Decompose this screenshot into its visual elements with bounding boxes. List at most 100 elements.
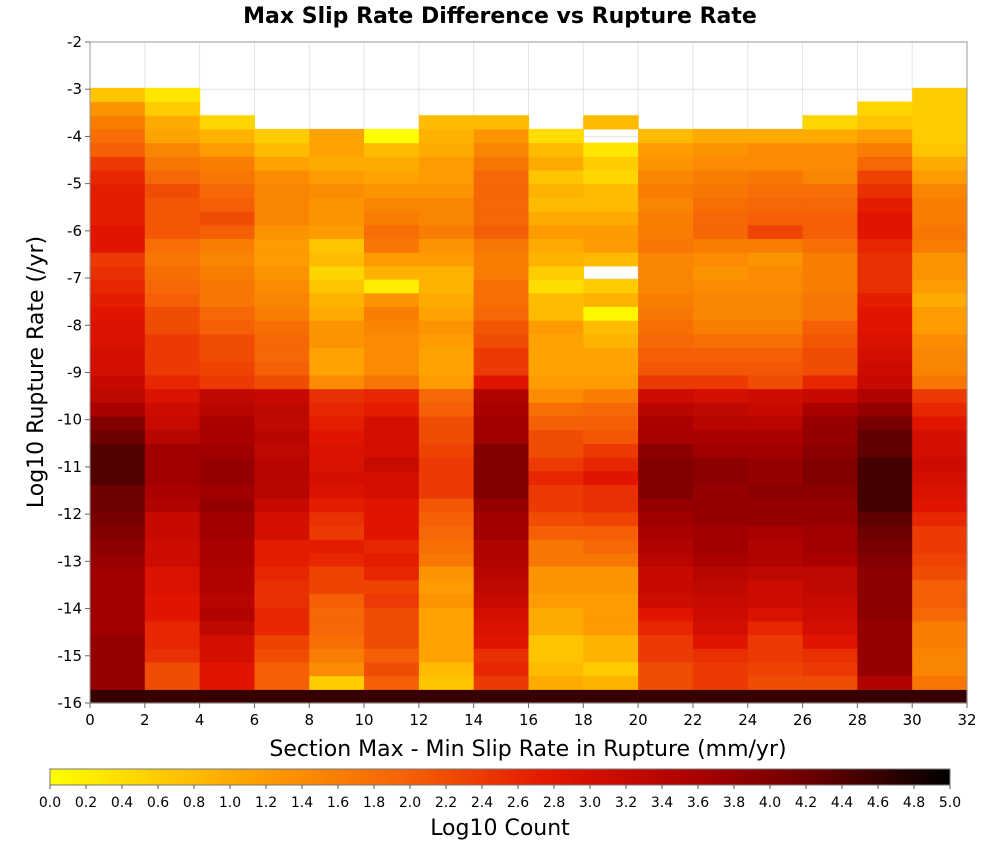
heatmap-cell [254, 634, 310, 649]
heatmap-cell [90, 156, 146, 171]
heatmap-cell [692, 415, 749, 431]
heatmap-cell [857, 661, 913, 677]
heatmap-cell [254, 279, 310, 294]
heatmap-cell [638, 593, 694, 608]
heatmap-cell [144, 197, 201, 212]
heatmap-cell [912, 320, 968, 335]
heatmap-cell [309, 197, 365, 212]
heatmap-cell [144, 620, 201, 636]
heatmap-cell [912, 402, 968, 417]
heatmap-cell [144, 183, 201, 198]
heatmap-cell [802, 415, 858, 431]
x-tick-label: 28 [848, 711, 867, 729]
heatmap-cell [912, 265, 968, 280]
heatmap-cell [199, 156, 256, 171]
heatmap-cell [199, 648, 256, 663]
heatmap-cell [747, 593, 804, 608]
heatmap-cell [199, 388, 256, 403]
heatmap-cell [364, 142, 420, 157]
heatmap-cell [144, 457, 201, 472]
heatmap-cell [912, 429, 968, 444]
heatmap-cell [418, 197, 475, 212]
heatmap-cell [473, 128, 530, 144]
y-tick-label: -5 [67, 175, 82, 193]
heatmap-cell [802, 156, 858, 171]
heatmap-cell [364, 374, 420, 390]
colorbar-tick-label: 2.2 [435, 795, 457, 811]
heatmap-cell [857, 648, 913, 663]
heatmap-cell [747, 661, 804, 677]
colorbar-tick-label: 4.0 [759, 795, 781, 811]
heatmap-cell [418, 539, 475, 554]
heatmap-cell [254, 661, 310, 677]
colorbar-tick-label: 1.4 [291, 795, 313, 811]
heatmap-cell [528, 593, 584, 608]
heatmap-cell [583, 661, 639, 677]
heatmap-cell [857, 525, 913, 540]
heatmap-cell [254, 415, 310, 431]
heatmap-cell [90, 265, 146, 280]
heatmap-cell [418, 388, 475, 403]
heatmap-cell [912, 306, 968, 321]
heatmap-cell [912, 607, 968, 622]
heatmap-cell [583, 579, 639, 595]
heatmap-cell [90, 169, 146, 185]
heatmap-cell [254, 648, 310, 663]
heatmap-cell [692, 566, 749, 581]
heatmap-cell [583, 620, 639, 636]
heatmap-cell [912, 115, 968, 130]
heatmap-cell [309, 169, 365, 185]
heatmap-cell [364, 525, 420, 540]
heatmap-cell [692, 156, 749, 171]
heatmap-cell [583, 484, 639, 499]
heatmap-cell [364, 306, 420, 321]
heatmap-cell [199, 279, 256, 294]
heatmap-cell [692, 292, 749, 307]
heatmap-cell [583, 224, 639, 240]
heatmap-cell [364, 593, 420, 608]
heatmap-cell [692, 320, 749, 335]
heatmap-cell [90, 552, 146, 567]
heatmap-cell [199, 361, 256, 376]
heatmap-cell [90, 292, 146, 307]
heatmap-cell [418, 675, 475, 690]
heatmap-cell [912, 211, 968, 226]
colorbar-tick-label: 2.4 [471, 795, 493, 811]
heatmap-cell [90, 306, 146, 321]
heatmap-cell [199, 511, 256, 527]
heatmap-cell [583, 539, 639, 554]
heatmap-cell [747, 142, 804, 157]
heatmap-cell [912, 292, 968, 307]
heatmap-cell [418, 415, 475, 431]
heatmap-cell [528, 238, 584, 253]
heatmap-cell [364, 498, 420, 513]
heatmap-cell [583, 252, 639, 267]
heatmap-cell [692, 128, 749, 144]
heatmap-cell [528, 265, 584, 280]
heatmap-cell [638, 320, 694, 335]
heatmap-cell [638, 498, 694, 513]
heatmap-cell [254, 498, 310, 513]
colorbar-tick-label: 1.2 [255, 795, 277, 811]
heatmap-cell [583, 648, 639, 663]
heatmap-cell [583, 566, 639, 581]
heatmap-cell [473, 224, 530, 240]
heatmap-cell [473, 292, 530, 307]
heatmap-cell [638, 457, 694, 472]
heatmap-cell [802, 224, 858, 240]
heatmap-cell [254, 169, 310, 185]
heatmap-cell [802, 593, 858, 608]
heatmap-cell [583, 457, 639, 472]
heatmap-cell [802, 361, 858, 376]
heatmap-cell [90, 320, 146, 335]
heatmap-cell [857, 265, 913, 280]
heatmap-cell [199, 197, 256, 212]
heatmap-cell [857, 593, 913, 608]
colorbar-tick-label: 5.0 [939, 795, 961, 811]
heatmap-cell [199, 142, 256, 157]
heatmap-cell [418, 320, 475, 335]
heatmap-cell [692, 675, 749, 690]
heatmap-cell [144, 552, 201, 567]
heatmap-cell [473, 388, 530, 403]
colorbar-tick-label: 4.8 [903, 795, 925, 811]
